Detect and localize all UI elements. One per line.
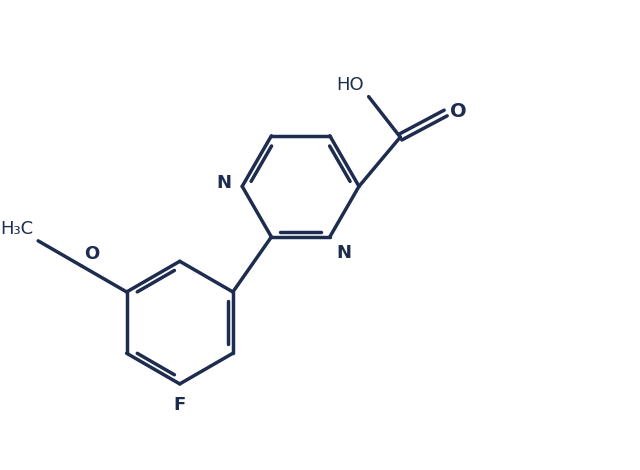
Text: F: F <box>173 396 186 414</box>
Text: HO: HO <box>337 76 364 94</box>
Text: N: N <box>217 174 232 192</box>
Text: N: N <box>337 244 352 262</box>
Text: O: O <box>84 245 99 263</box>
Text: H₃C: H₃C <box>1 220 33 238</box>
Text: O: O <box>451 102 467 121</box>
